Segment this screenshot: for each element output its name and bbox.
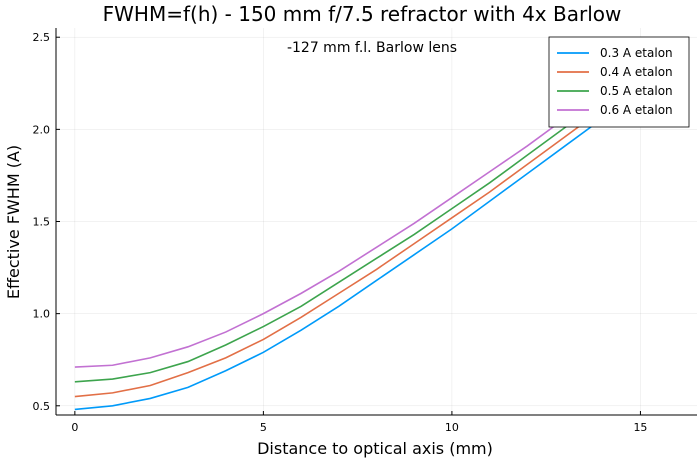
x-axis-title: Distance to optical axis (mm) [257,439,493,458]
chart-annotation: -127 mm f.l. Barlow lens [287,40,457,56]
legend-box [548,36,690,128]
y-tick-label: 1.0 [33,308,51,321]
y-tick-label: 2.0 [33,123,51,136]
series-line-0-4-a-etalon [74,80,641,398]
x-tick-label: 15 [633,421,647,434]
x-tick-label: 5 [260,421,267,434]
x-tick-label: 0 [71,421,78,434]
y-axis-title: Effective FWHM (A) [4,145,23,299]
chart-title: FWHM=f(h) - 150 mm f/7.5 refractor with … [103,2,622,26]
series-layer [74,64,641,411]
legend: 0.3 A etalon 0.4 A etalon 0.5 A etalon 0.6 … [548,36,690,128]
series-line-0-3-a-etalon [74,88,641,411]
y-tick-label: 1.5 [33,216,51,229]
legend-label-0-6-a-etalon: 0.6 A etalon [600,103,673,117]
y-tick-label: 0.5 [33,400,51,413]
series-line-0-6-a-etalon [74,64,641,368]
x-tick-labels: 0 5 10 15 [71,411,647,434]
x-tick-label: 10 [445,421,459,434]
legend-label-0-4-a-etalon: 0.4 A etalon [600,65,673,79]
legend-label-0-3-a-etalon: 0.3 A etalon [600,46,673,60]
y-tick-label: 2.5 [33,31,51,44]
y-tick-labels: 0.5 1.0 1.5 2.0 2.5 [33,31,60,413]
series-line-0-5-a-etalon [74,73,641,383]
legend-label-0-5-a-etalon: 0.5 A etalon [600,84,673,98]
